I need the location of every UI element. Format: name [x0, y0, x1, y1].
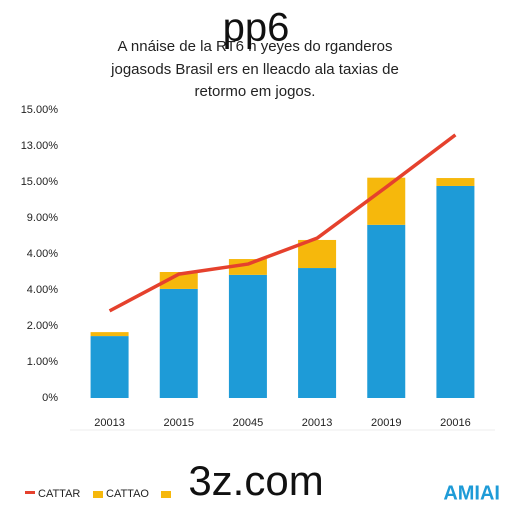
x-tick-label: 20013	[302, 417, 333, 429]
bar-segment	[298, 268, 337, 398]
bar-segment	[90, 332, 129, 337]
bar-segment	[90, 336, 129, 398]
x-tick-label: 20016	[440, 417, 471, 429]
y-tick-label: 9.00%	[27, 212, 58, 224]
y-tick-label: 2.00%	[27, 320, 58, 332]
watermark: 3z.com	[188, 457, 323, 504]
y-tick-label: 4.00%	[27, 284, 58, 296]
bar-segment	[228, 274, 267, 398]
brand: AMIAI	[443, 482, 500, 504]
y-tick-label: 1.00%	[27, 356, 58, 368]
title-line: retormo em jogos.	[195, 83, 316, 100]
title-line: A nnáise de la RT6 n yeyes do rganderos	[118, 38, 393, 55]
legend-swatch	[25, 491, 35, 494]
y-tick-label: 0%	[42, 392, 58, 404]
x-tick-label: 20045	[233, 417, 264, 429]
line-series	[108, 133, 457, 313]
legend-label: CATTAO	[106, 488, 149, 500]
x-tick-label: 20019	[371, 417, 402, 429]
y-tick-label: 13.00%	[21, 140, 59, 152]
legend-swatch	[93, 491, 103, 498]
bar-segment	[228, 259, 267, 275]
bar-segment	[159, 272, 198, 289]
bar-segment	[436, 185, 475, 398]
bar-segment	[367, 224, 406, 398]
bar-segment	[436, 178, 475, 186]
legend-swatch	[161, 491, 171, 498]
title-line: jogasods Brasil ers en lleacdo ala taxia…	[110, 61, 399, 78]
y-tick-label: 15.00%	[21, 176, 59, 188]
y-tick-label: 4.00%	[27, 248, 58, 260]
x-tick-label: 20015	[163, 417, 194, 429]
x-tick-label: 20013	[94, 417, 125, 429]
overlay-text: pp6	[223, 6, 290, 50]
legend-label: CATTAR	[38, 488, 80, 500]
bar-segment	[159, 288, 198, 398]
y-tick-label: 15.00%	[21, 104, 59, 116]
bar-segment	[367, 177, 406, 225]
